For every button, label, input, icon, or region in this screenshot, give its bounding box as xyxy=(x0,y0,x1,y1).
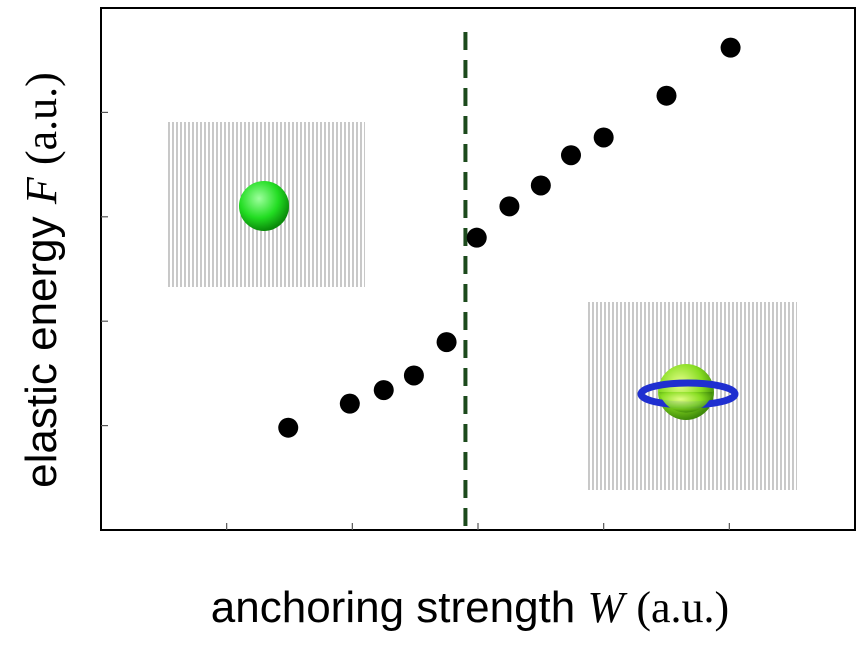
x-label-symbol: W xyxy=(587,583,627,632)
x-axis-label: anchoring strength W (a.u.) xyxy=(211,583,729,632)
y-label-symbol: F xyxy=(17,176,66,205)
data-point xyxy=(656,85,677,106)
y-label-text: elastic energy xyxy=(17,216,66,487)
data-point xyxy=(403,365,424,386)
data-point xyxy=(339,393,360,414)
x-label-unit: (a.u.) xyxy=(636,583,729,632)
inset-right xyxy=(588,302,797,490)
x-label-text: anchoring strength xyxy=(211,583,575,632)
data-point xyxy=(720,37,741,58)
data-point xyxy=(593,127,614,148)
y-label-unit: (a.u.) xyxy=(17,72,66,165)
y-axis-label: elastic energy F (a.u.) xyxy=(17,72,66,488)
data-point xyxy=(436,332,457,353)
data-point xyxy=(499,196,520,217)
data-point xyxy=(466,227,487,248)
data-point xyxy=(278,417,299,438)
data-point xyxy=(373,380,394,401)
data-point xyxy=(560,145,581,166)
inset-left xyxy=(168,122,365,287)
data-point xyxy=(530,175,551,196)
